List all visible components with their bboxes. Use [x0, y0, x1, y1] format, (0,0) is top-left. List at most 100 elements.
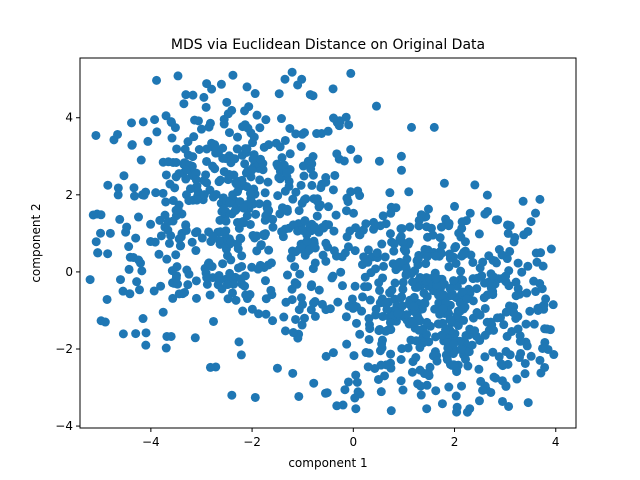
scatter-point	[422, 317, 432, 327]
scatter-point	[391, 203, 401, 213]
scatter-point	[386, 349, 396, 359]
scatter-point	[268, 222, 278, 232]
scatter-point	[291, 129, 301, 139]
scatter-point	[396, 293, 406, 303]
scatter-point	[520, 369, 530, 379]
scatter-point	[127, 140, 137, 150]
scatter-point	[223, 175, 233, 185]
scatter-point	[444, 218, 454, 228]
scatter-point	[151, 188, 161, 198]
scatter-point	[180, 287, 190, 297]
scatter-point	[363, 282, 373, 292]
scatter-point	[501, 307, 511, 317]
scatter-point	[161, 197, 171, 207]
scatter-point	[260, 276, 270, 286]
scatter-point	[287, 246, 297, 256]
scatter-point	[197, 124, 206, 134]
scatter-point	[371, 264, 381, 274]
scatter-point	[291, 314, 301, 324]
points-layer	[85, 67, 559, 417]
scatter-point	[458, 287, 468, 297]
scatter-point	[374, 156, 384, 166]
scatter-point	[507, 326, 517, 336]
scatter-point	[100, 317, 110, 327]
scatter-point	[305, 90, 315, 100]
scatter-point	[167, 133, 177, 143]
scatter-point	[364, 334, 374, 344]
scatter-point	[364, 348, 374, 358]
scatter-point	[332, 149, 342, 159]
scatter-point	[284, 181, 294, 191]
scatter-point	[478, 385, 488, 395]
scatter-point	[162, 254, 172, 264]
scatter-point	[173, 71, 183, 81]
scatter-point	[113, 190, 123, 200]
scatter-point	[518, 196, 528, 206]
scatter-point	[184, 196, 194, 206]
scatter-point	[340, 248, 350, 258]
scatter-point	[279, 312, 289, 322]
scatter-point	[296, 180, 306, 190]
scatter-point	[171, 205, 181, 215]
scatter-point	[407, 367, 417, 377]
scatter-point	[342, 232, 352, 242]
scatter-point	[462, 294, 472, 304]
scatter-point	[266, 258, 276, 268]
scatter-point	[204, 258, 214, 268]
scatter-point	[181, 165, 191, 175]
scatter-point	[377, 239, 387, 249]
scatter-point	[488, 255, 498, 265]
scatter-point	[363, 245, 373, 255]
scatter-point	[237, 251, 247, 261]
scatter-point	[353, 154, 363, 164]
scatter-point	[321, 177, 331, 187]
scatter-point	[480, 352, 490, 362]
scatter-point	[202, 273, 212, 283]
scatter-point	[341, 206, 351, 216]
y-tick-label: 4	[65, 111, 73, 125]
scatter-point	[230, 206, 240, 216]
scatter-point	[321, 219, 331, 229]
scatter-point	[191, 276, 201, 286]
scatter-point	[208, 161, 218, 171]
scatter-point	[181, 90, 191, 100]
scatter-point	[548, 300, 558, 310]
scatter-point	[459, 315, 469, 325]
scatter-point	[136, 155, 146, 165]
scatter-point	[166, 331, 176, 341]
scatter-point	[531, 208, 541, 218]
scatter-point	[458, 275, 468, 285]
scatter-point	[445, 284, 455, 294]
scatter-point	[167, 266, 177, 276]
scatter-point	[264, 245, 274, 255]
scatter-point	[433, 319, 443, 329]
scatter-point	[247, 304, 257, 314]
scatter-point	[261, 115, 271, 125]
scatter-point	[454, 228, 464, 238]
x-axis-label: component 1	[288, 456, 367, 470]
scatter-point	[376, 387, 386, 397]
scatter-point	[158, 307, 168, 317]
scatter-point	[222, 280, 232, 289]
scatter-point	[457, 217, 467, 227]
scatter-point	[546, 244, 556, 254]
scatter-point	[119, 171, 129, 181]
scatter-point	[161, 111, 171, 121]
scatter-point	[124, 264, 134, 274]
scatter-point	[131, 329, 141, 339]
scatter-point	[288, 220, 298, 230]
scatter-point	[286, 253, 296, 263]
scatter-point	[96, 228, 106, 238]
scatter-point	[130, 191, 140, 201]
scatter-point	[233, 187, 243, 197]
scatter-point	[250, 89, 260, 99]
scatter-point	[113, 183, 123, 193]
scatter-point	[512, 374, 522, 384]
scatter-point	[125, 289, 135, 299]
scatter-point	[329, 246, 339, 256]
scatter-point	[134, 285, 144, 295]
scatter-point	[421, 259, 431, 269]
scatter-point	[273, 161, 283, 171]
scatter-point	[214, 236, 224, 246]
